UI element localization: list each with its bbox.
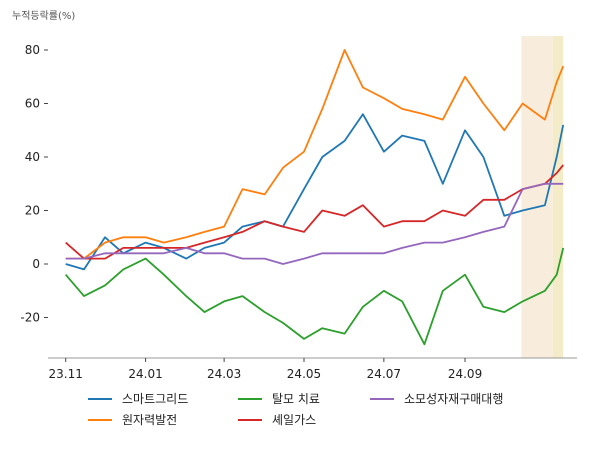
legend-item: 셰일가스	[238, 411, 316, 428]
legend-swatch	[238, 418, 262, 421]
y-tick-label: 60	[25, 97, 40, 111]
y-tick-label: 0	[32, 257, 40, 271]
series-line-4	[65, 182, 564, 265]
x-tick-label: 24.07	[367, 367, 401, 381]
y-tick-label: 20	[25, 204, 40, 218]
x-tick-label: 24.05	[287, 367, 321, 381]
legend-label: 스마트그리드	[122, 392, 189, 406]
legend-swatch	[88, 397, 112, 400]
highlight-band-0	[521, 36, 553, 358]
x-tick-label: 24.03	[207, 367, 241, 381]
series-line-3	[65, 164, 564, 260]
legend-item: 탈모 치료	[238, 390, 320, 407]
y-tick-label: -20	[20, 311, 40, 325]
legend-label: 원자력발전	[122, 413, 178, 427]
legend-swatch	[370, 397, 394, 400]
legend-item: 원자력발전	[88, 411, 177, 428]
x-tick-label: 24.01	[128, 367, 162, 381]
legend-swatch	[238, 397, 262, 400]
y-tick-label: 80	[25, 43, 40, 57]
series-line-0	[65, 113, 565, 271]
series-line-2	[65, 247, 565, 346]
x-tick-label: 23.11	[49, 367, 83, 381]
legend-item: 스마트그리드	[88, 390, 188, 407]
legend-item: 소모성자재구매대행	[370, 390, 503, 407]
x-tick-label: 24.09	[448, 367, 482, 381]
highlight-band-1	[552, 36, 564, 358]
legend-label: 소모성자재구매대행	[404, 392, 504, 406]
legend-swatch	[88, 418, 112, 421]
series-line-1	[65, 49, 565, 260]
y-tick-label: 40	[25, 150, 40, 164]
y-axis-label: 누적등락률(%)	[12, 11, 76, 22]
legend-label: 셰일가스	[272, 413, 317, 427]
legend-label: 탈모 치료	[272, 392, 320, 406]
